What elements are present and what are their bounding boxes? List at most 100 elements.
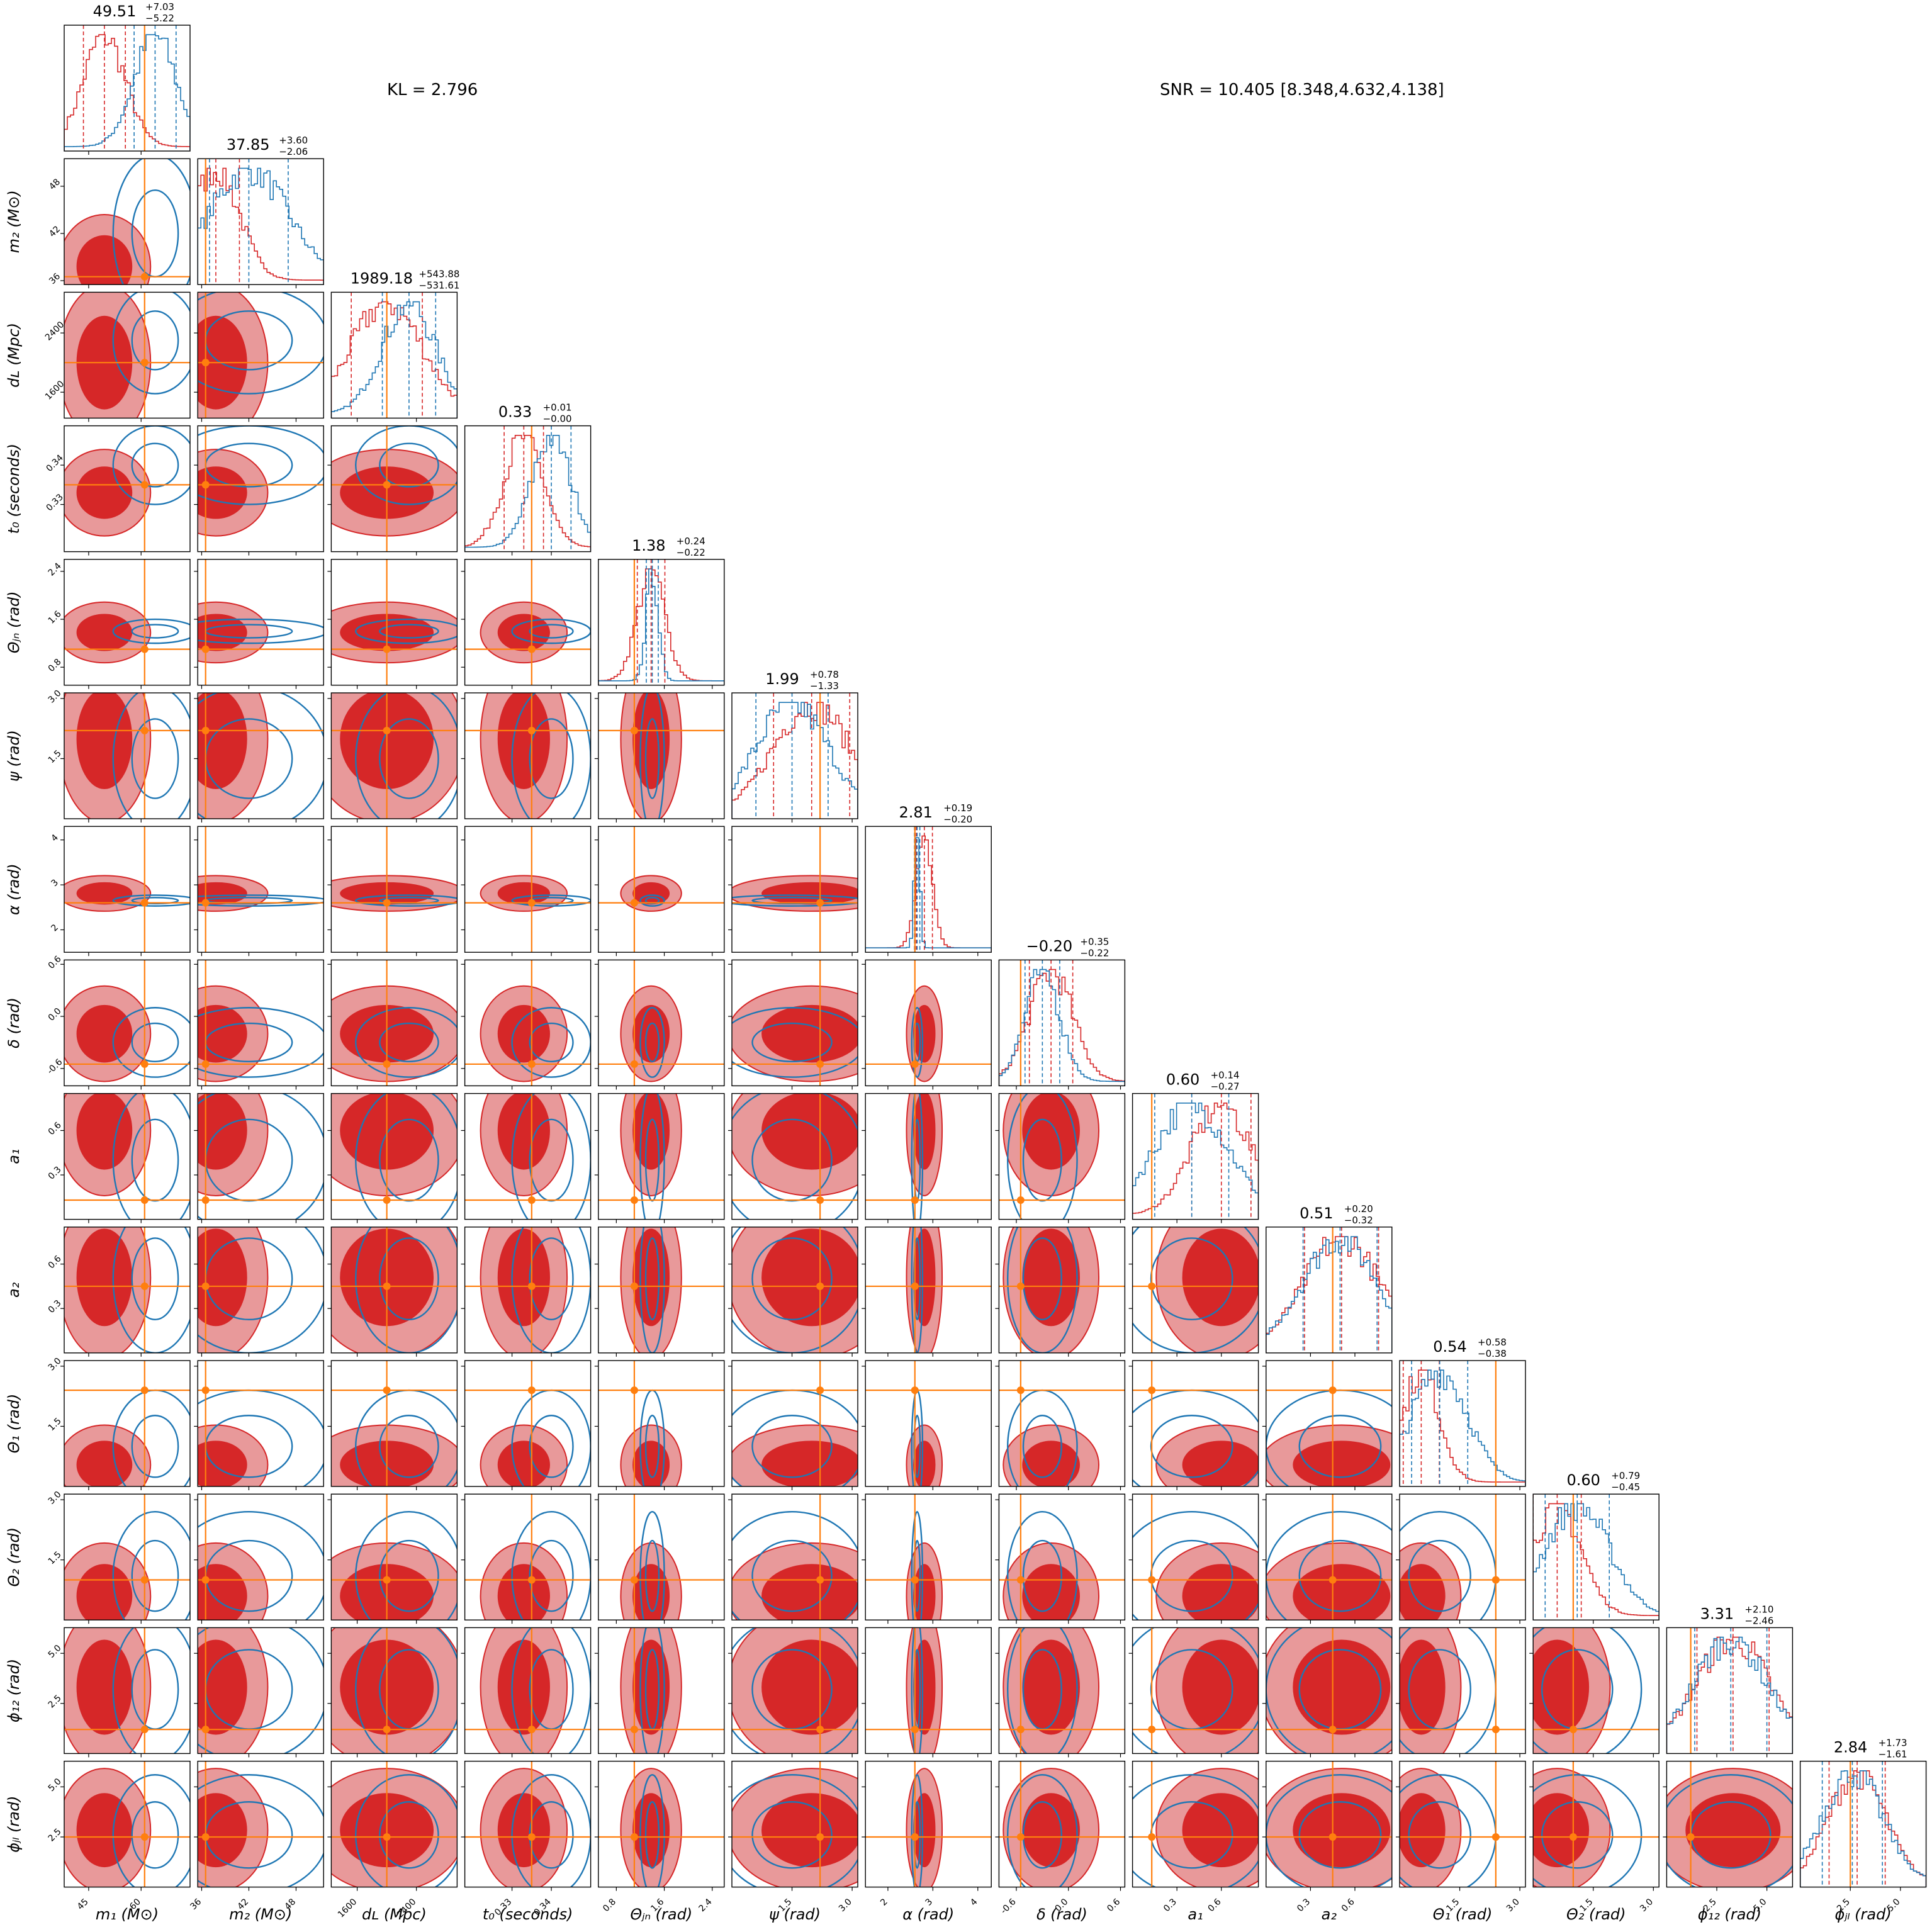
contour-inner-b (1408, 1539, 1471, 1612)
scatter-panel: 2.5 5.0 (47, 1627, 191, 1758)
contour-outer-b (639, 894, 665, 907)
contour-inner-a (1022, 1093, 1080, 1170)
histogram-title-plus: +0.78 (810, 669, 839, 680)
contour-inner-b (379, 1118, 439, 1202)
contour-inner-b (751, 1801, 833, 1869)
contour-inner-a (198, 693, 247, 789)
histogram-title-plus: +543.88 (418, 268, 459, 279)
contour-inner-a (1293, 1639, 1391, 1735)
contour-inner-b (529, 718, 574, 799)
contour-inner-b (131, 1539, 179, 1612)
scatter-panel (995, 1227, 1126, 1357)
truth-marker (1328, 1576, 1337, 1584)
histogram-title: 37.85 (227, 136, 270, 154)
scatter-panel (461, 1227, 592, 1357)
contour-outer-b (1007, 1774, 1078, 1887)
contour-inner-a (497, 1564, 550, 1620)
contour-outer-b (198, 1511, 324, 1620)
histogram-series-a (598, 568, 724, 685)
y-axis-label: δ (rad) (5, 997, 23, 1048)
scatter-panel (862, 1227, 992, 1357)
truth-marker (527, 899, 536, 907)
truth-marker (1148, 1833, 1156, 1841)
contour-inner-b (1150, 1415, 1233, 1478)
truth-marker (201, 645, 210, 653)
contour-outer-b (112, 693, 190, 819)
histogram-title-plus: +0.01 (543, 402, 572, 413)
histogram-title-minus: −5.22 (145, 13, 174, 24)
panel-frame (998, 959, 1126, 1087)
truth-marker (140, 1060, 149, 1068)
panel-frame (1132, 1092, 1259, 1220)
x-axis-label: δ (rad) (1036, 1906, 1087, 1923)
panel-frame (865, 1092, 992, 1220)
contour-inner-a (497, 693, 550, 789)
scatter-panel (594, 1227, 725, 1357)
contour-inner-b (644, 1118, 660, 1202)
contour-inner-a (198, 1228, 247, 1327)
y-tick-label: 2.5 (47, 1693, 64, 1710)
contour-inner-a (198, 466, 247, 519)
contour-inner-b (379, 442, 439, 488)
truth-marker (1016, 1576, 1025, 1584)
contour-inner-b (131, 624, 179, 639)
scatter-panel (461, 692, 592, 823)
panel-frame (197, 158, 324, 285)
panel-frame (330, 959, 458, 1087)
panel-frame (64, 1092, 191, 1220)
panel-frame (731, 826, 858, 953)
contour-inner-a (198, 1564, 247, 1620)
histogram-series-a (1400, 1369, 1525, 1486)
contour-inner-b (913, 1539, 921, 1612)
contour-inner-b (379, 1801, 439, 1869)
contour-inner-b (379, 624, 439, 639)
truth-marker (1491, 1833, 1500, 1841)
histogram-title-minus: −2.46 (1744, 1615, 1773, 1626)
x-axis-label: m₂ (M⊙) (229, 1906, 292, 1923)
panel-frame (865, 1627, 992, 1755)
contour-inner-a (1182, 1564, 1259, 1620)
contour-outer-b (112, 159, 190, 285)
histogram-title-plus: +3.60 (279, 135, 308, 146)
contour-inner-a (76, 882, 133, 905)
contour-outer-b (511, 1093, 591, 1220)
scatter-panel: -0.6 0.0 0.6 (45, 954, 191, 1090)
contour-inner-b (1150, 1539, 1233, 1612)
panel-frame (1532, 1627, 1660, 1755)
contour-inner-a (632, 1228, 670, 1327)
panel-frame (731, 1092, 858, 1220)
x-tick-label: -0.6 (999, 1897, 1018, 1916)
truth-marker (527, 1196, 536, 1205)
scatter-panel (1128, 1227, 1259, 1357)
contour-inner-b (131, 1237, 179, 1321)
contour-inner-b (131, 1118, 179, 1202)
contour-outer-b (112, 292, 190, 395)
contour-inner-a (632, 1639, 670, 1735)
histogram-panel: 49.51 +7.03−5.22 (64, 1, 191, 155)
y-tick-label: 5.0 (47, 1777, 64, 1794)
truth-marker (383, 1726, 391, 1734)
truth-marker (201, 1726, 210, 1734)
contour-inner-a (1182, 1441, 1259, 1486)
contour-inner-a (76, 1793, 133, 1868)
contour-inner-a (761, 1228, 858, 1327)
contour-inner-b (529, 1539, 574, 1612)
scatter-panel (594, 1627, 725, 1758)
truth-marker (140, 272, 149, 281)
contour-inner-b (379, 1237, 439, 1321)
contour-inner-a (761, 1441, 858, 1486)
truth-marker (1328, 1726, 1337, 1734)
contour-inner-a (913, 1004, 936, 1063)
panel-frame (330, 291, 458, 419)
truth-marker (527, 1282, 536, 1290)
histogram-panel: 3.31 +2.10−2.46 (1666, 1603, 1794, 1758)
x-axis-label: α (rad) (902, 1906, 954, 1923)
panel-frame (1666, 1627, 1794, 1755)
scatter-panel (194, 826, 324, 957)
contour-inner-a (76, 1093, 133, 1170)
snr-label: SNR = 10.405 [8.348,4.632,4.138] (1160, 81, 1444, 99)
histogram-series-a (1266, 1236, 1392, 1353)
contour-outer-b (511, 894, 591, 907)
